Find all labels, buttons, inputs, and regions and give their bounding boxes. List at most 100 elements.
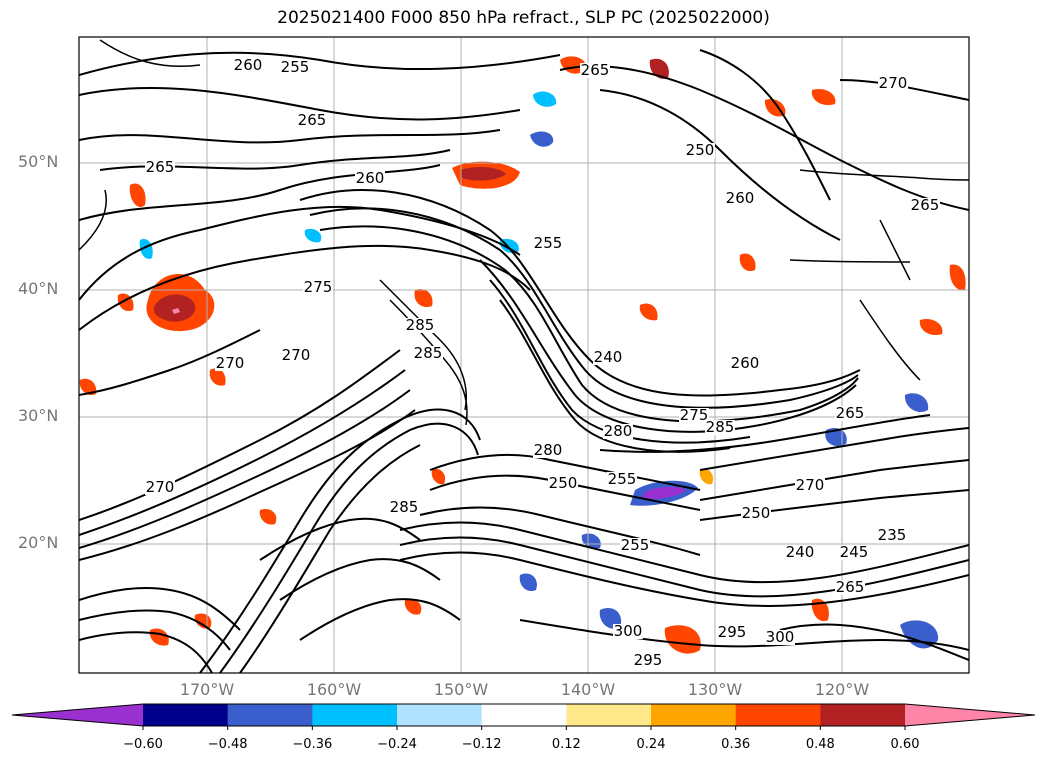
contour-label: 280 xyxy=(604,422,633,440)
plot-frame xyxy=(78,36,970,674)
colorbar-tick-label: −0.60 xyxy=(123,737,163,752)
contour-label: 260 xyxy=(726,189,755,207)
contour-label-bg xyxy=(835,406,865,421)
colorbar-tick-label: 0.36 xyxy=(721,737,751,752)
contour-label: 270 xyxy=(146,478,175,496)
colorbar-segment xyxy=(143,704,229,726)
contour-label: 300 xyxy=(766,628,795,646)
contour-label-bg xyxy=(613,624,643,639)
contour-label-bg xyxy=(765,630,795,645)
lat-label-30n: 30°N xyxy=(18,406,59,425)
colorbar-segment xyxy=(227,704,313,726)
contour-label-bg xyxy=(910,198,940,213)
contour-label-bg xyxy=(389,500,419,515)
contour-label: 240 xyxy=(594,348,623,366)
contour-lines-thin xyxy=(79,39,969,426)
colorbar xyxy=(11,703,1036,730)
contour-label-bg xyxy=(730,356,760,371)
contour-label-bg xyxy=(839,545,869,560)
contour-label: 285 xyxy=(390,498,419,516)
lat-label-50n: 50°N xyxy=(18,152,59,171)
contour-label: 295 xyxy=(718,623,747,641)
contour-label: 260 xyxy=(356,169,385,187)
colorbar-segment xyxy=(735,704,821,726)
contour-label: 300 xyxy=(614,622,643,640)
lat-label-40n: 40°N xyxy=(18,279,59,298)
colorbar-tick-label: 0.12 xyxy=(551,737,581,752)
colorbar-tick-label: −0.48 xyxy=(207,737,248,752)
contour-label: 250 xyxy=(549,474,578,492)
contour-label: 245 xyxy=(840,543,869,561)
contour-label-bg xyxy=(593,350,623,365)
contour-label-bg xyxy=(303,280,333,295)
contour-label: 265 xyxy=(911,196,940,214)
contour-label-bg xyxy=(741,506,771,521)
contour-label: 240 xyxy=(786,543,815,561)
contour-label: 280 xyxy=(534,441,563,459)
contour-label: 270 xyxy=(216,354,245,372)
contour-label: 255 xyxy=(621,536,650,554)
contour-label: 265 xyxy=(836,404,865,422)
contour-label: 295 xyxy=(634,651,663,669)
contour-label: 275 xyxy=(680,406,709,424)
contour-label: 260 xyxy=(234,56,263,74)
contour-label: 260 xyxy=(731,354,760,372)
contour-label-bg xyxy=(580,63,610,78)
colorbar-segment xyxy=(820,704,906,726)
contour-label-bg xyxy=(280,60,310,75)
contour-label: 265 xyxy=(146,158,175,176)
lon-label-160w: 160°W xyxy=(306,680,362,699)
contour-label-bg xyxy=(679,408,709,423)
contour-label-bg xyxy=(795,478,825,493)
contour-label-bg xyxy=(281,348,311,363)
contour-label-bg xyxy=(145,480,175,495)
contour-label-bg xyxy=(405,318,435,333)
contour-label-bg xyxy=(725,191,755,206)
contour-label-bg xyxy=(877,528,907,543)
colorbar-tick-label: −0.12 xyxy=(461,737,502,752)
map-title: 2025021400 F000 850 hPa refract., SLP PC… xyxy=(277,8,770,28)
lon-label-170w: 170°W xyxy=(179,680,235,699)
contour-label-bg xyxy=(533,443,563,458)
colorbar-segment xyxy=(651,704,737,726)
colorbar-tick-label: 0.60 xyxy=(890,737,920,752)
contour-label: 285 xyxy=(406,316,435,334)
colorbar-segment xyxy=(397,704,483,726)
colorbar-segment xyxy=(566,704,652,726)
contour-label-bg xyxy=(785,545,815,560)
contour-label: 265 xyxy=(298,111,327,129)
contour-label: 270 xyxy=(879,74,908,92)
contour-label: 275 xyxy=(304,278,333,296)
lon-label-150w: 150°W xyxy=(433,680,489,699)
contour-label: 285 xyxy=(414,344,443,362)
lon-label-140w: 140°W xyxy=(560,680,616,699)
contour-label-bg xyxy=(145,160,175,175)
colorbar-segment xyxy=(481,704,567,726)
contour-label-bg xyxy=(355,171,385,186)
contour-label: 285 xyxy=(706,418,735,436)
contour-label-bg xyxy=(620,538,650,553)
contour-label: 255 xyxy=(608,470,637,488)
contour-label: 265 xyxy=(836,578,865,596)
contour-label-bg xyxy=(603,424,633,439)
lon-label-130w: 130°W xyxy=(687,680,743,699)
contour-label-bg xyxy=(705,420,735,435)
contour-label-bg xyxy=(548,476,578,491)
contour-label: 255 xyxy=(534,234,563,252)
contour-label-bg xyxy=(233,58,263,73)
colorbar-extend-low xyxy=(12,704,143,726)
contour-lines xyxy=(79,49,969,673)
contour-label-bg xyxy=(215,356,245,371)
contour-label: 250 xyxy=(742,504,771,522)
contour-label-bg xyxy=(835,580,865,595)
contour-label-bg xyxy=(685,143,715,158)
contour-label-bg xyxy=(633,653,663,668)
contour-label: 265 xyxy=(581,61,610,79)
lat-label-20n: 20°N xyxy=(18,533,59,552)
colorbar-tick-label: 0.48 xyxy=(805,737,835,752)
plot-area xyxy=(79,37,969,673)
contour-label: 255 xyxy=(281,58,310,76)
contour-label-bg xyxy=(607,472,637,487)
